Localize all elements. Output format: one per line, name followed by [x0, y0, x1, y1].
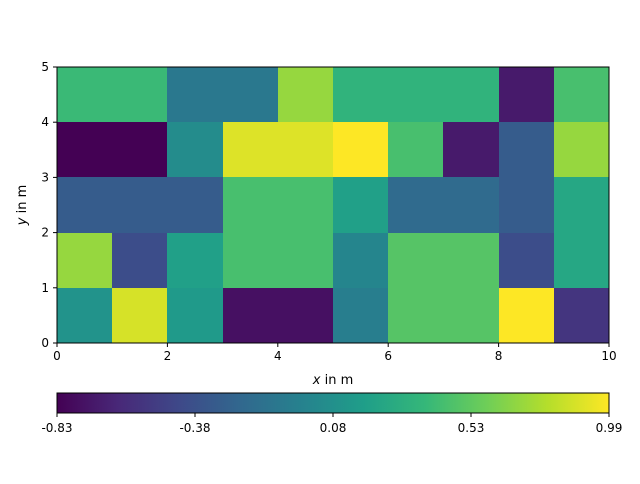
heatmap-cell — [167, 122, 223, 177]
x-tick-label: 4 — [274, 349, 282, 363]
x-axis: 0 2 4 6 8 10 — [53, 343, 617, 363]
x-axis-label: x in m — [312, 373, 353, 388]
heatmap-cell — [278, 177, 333, 233]
heatmap-cell — [112, 233, 167, 288]
x-tick-label: 6 — [384, 349, 392, 363]
heatmap-cell — [388, 288, 443, 343]
colorbar-tick-label: -0.38 — [179, 421, 210, 435]
heatmap-cell — [499, 288, 554, 343]
heatmap-cell — [554, 177, 609, 233]
heatmap-cell — [167, 67, 223, 122]
y-tick-label: 0 — [41, 336, 49, 350]
heatmap-cell — [333, 288, 388, 343]
x-tick-label: 10 — [601, 349, 616, 363]
colorbar-tick-label: 0.08 — [320, 421, 347, 435]
heatmap-cell — [223, 122, 278, 177]
heatmap-cell — [223, 177, 278, 233]
y-axis-label: y in m — [15, 185, 30, 226]
plot-frame — [56, 66, 610, 344]
y-axis-label-variable: y — [15, 217, 30, 226]
y-axis: 0 1 2 3 4 5 — [41, 60, 57, 350]
heatmap-cell — [388, 122, 443, 177]
x-axis-label-unit: in m — [320, 373, 353, 388]
heatmap-cell — [112, 67, 167, 122]
colorbar-tick-label: -0.83 — [41, 421, 72, 435]
heatmap-cell — [554, 67, 609, 122]
heatmap-cell — [278, 233, 333, 288]
heatmap-cell — [499, 122, 554, 177]
heatmap-cell — [333, 177, 388, 233]
heatmap-cell — [112, 288, 167, 343]
heatmap-cell — [278, 122, 333, 177]
heatmap-cell — [499, 233, 554, 288]
heatmap-cell — [333, 67, 388, 122]
x-tick-label: 0 — [53, 349, 61, 363]
heatmap-cell — [57, 288, 112, 343]
heatmap-cell — [223, 288, 278, 343]
heatmap-cell — [388, 233, 443, 288]
colorbar-tick-label: 0.53 — [458, 421, 485, 435]
heatmap-cell — [57, 177, 112, 233]
heatmap-cell — [57, 67, 112, 122]
heatmap-cells — [57, 67, 609, 343]
x-tick-label: 8 — [495, 349, 503, 363]
heatmap-cell — [57, 233, 112, 288]
x-tick-label: 2 — [164, 349, 172, 363]
heatmap-cell — [223, 67, 278, 122]
heatmap-cell — [443, 67, 499, 122]
y-tick-label: 4 — [41, 115, 49, 129]
heatmap-cell — [554, 122, 609, 177]
heatmap-cell — [443, 177, 499, 233]
heatmap-cell — [223, 233, 278, 288]
heatmap-cell — [167, 288, 223, 343]
x-axis-label-variable: x — [312, 373, 321, 388]
y-tick-label: 5 — [41, 60, 49, 74]
heatmap-cell — [57, 122, 112, 177]
heatmap-cell — [333, 122, 388, 177]
heatmap-cell — [388, 177, 443, 233]
heatmap-cell — [167, 233, 223, 288]
heatmap-cell — [443, 233, 499, 288]
heatmap-cell — [167, 177, 223, 233]
y-tick-label: 3 — [41, 170, 49, 184]
heatmap-cell — [278, 67, 333, 122]
y-tick-label: 1 — [41, 281, 49, 295]
colorbar — [56, 392, 610, 414]
colorbar-ticks: -0.83 -0.38 0.08 0.53 0.99 — [41, 413, 622, 435]
heatmap-cell — [554, 233, 609, 288]
y-axis-label-unit: in m — [15, 185, 30, 218]
heatmap-cell — [388, 67, 443, 122]
heatmap-cell — [443, 122, 499, 177]
heatmap-cell — [554, 288, 609, 343]
colorbar-tick-label: 0.99 — [596, 421, 623, 435]
heatmap-cell — [499, 67, 554, 122]
heatmap-cell — [333, 233, 388, 288]
heatmap-cell — [443, 288, 499, 343]
heatmap-cell — [112, 177, 167, 233]
heatmap-cell — [112, 122, 167, 177]
heatmap-cell — [499, 177, 554, 233]
y-tick-label: 2 — [41, 226, 49, 240]
heatmap-cell — [278, 288, 333, 343]
